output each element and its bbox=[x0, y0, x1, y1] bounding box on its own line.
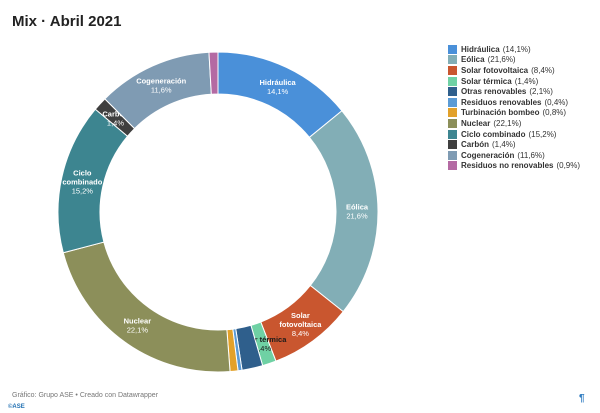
legend-label: Solar fotovoltaica bbox=[461, 65, 529, 75]
legend-label: Solar térmica bbox=[461, 76, 512, 86]
legend-value: (22,1%) bbox=[493, 118, 522, 128]
legend-value: (0,4%) bbox=[544, 97, 569, 107]
legend-label: Hidráulica bbox=[461, 44, 500, 54]
slice-label-eolica: Eólica 21,6% bbox=[346, 203, 369, 221]
legend-label: Turbinación bombeo bbox=[461, 108, 540, 118]
legend-item-residuos-renovables[interactable]: Residuos renovables (0,4%) bbox=[448, 97, 580, 108]
legend-swatch bbox=[448, 108, 457, 118]
legend-item-solar-termica[interactable]: Solar térmica (1,4%) bbox=[448, 76, 580, 87]
legend-value: (1,4%) bbox=[514, 76, 539, 86]
brand-logo-text: ©ASE bbox=[8, 404, 25, 410]
legend-swatch bbox=[448, 150, 457, 160]
legend-label: Eólica bbox=[461, 55, 485, 65]
legend-label: Residuos no renovables bbox=[461, 161, 554, 171]
slice-label-cogeneracion: Cogeneración 11,6% bbox=[136, 77, 186, 95]
legend-value: (1,4%) bbox=[492, 140, 516, 150]
slice-label-ciclo-combinado: Ciclo combinado 15,2% bbox=[62, 169, 102, 196]
legend-item-turbinacion-bombeo[interactable]: Turbinación bombeo (0,8%) bbox=[448, 108, 580, 119]
legend-item-nuclear[interactable]: Nuclear (22,1%) bbox=[448, 118, 580, 129]
legend-label: Residuos renovables bbox=[461, 97, 542, 107]
legend-swatch bbox=[448, 118, 457, 128]
legend-swatch bbox=[448, 76, 457, 86]
slice-label-hidraulica: Hidráulica 14,1% bbox=[259, 78, 296, 96]
slice-nuclear[interactable] bbox=[62, 241, 231, 373]
slice-label-solar-fotovoltaica: Solar fotovoltaica 8,4% bbox=[279, 311, 322, 338]
legend-value: (14,1%) bbox=[502, 44, 531, 54]
legend-value: (15,2%) bbox=[528, 129, 557, 139]
legend-label: Ciclo combinado bbox=[461, 129, 526, 139]
legend-value: (11,6%) bbox=[517, 150, 545, 160]
legend-swatch bbox=[448, 140, 457, 150]
chart-title: Mix · Abril 2021 bbox=[12, 13, 122, 30]
legend-item-hidraulica[interactable]: Hidráulica (14,1%) bbox=[448, 44, 580, 55]
legend-label: Carbón bbox=[461, 140, 489, 150]
legend-label: Otras renovables bbox=[461, 87, 527, 97]
chart-legend: Hidráulica (14,1%) Eólica (21,6%) Solar foto… bbox=[448, 44, 580, 171]
legend-swatch bbox=[448, 97, 457, 107]
legend-swatch bbox=[448, 65, 457, 75]
legend-item-ciclo-combinado[interactable]: Ciclo combinado (15,2%) bbox=[448, 129, 580, 140]
legend-item-solar-fotovoltaica[interactable]: Solar fotovoltaica (8,4%) bbox=[448, 65, 580, 76]
legend-item-residuos-no-renovables[interactable]: Residuos no renovables (0,9%) bbox=[448, 161, 580, 172]
slice-residuos-no-renovables[interactable] bbox=[208, 51, 219, 95]
legend-item-cogeneracion[interactable]: Cogeneración (11,6%) bbox=[448, 150, 580, 161]
legend-value: (8,4%) bbox=[531, 65, 555, 75]
legend-label: Cogeneración bbox=[461, 150, 515, 160]
paragraph-icon[interactable]: ¶ bbox=[579, 393, 585, 404]
slice-label-carbon: Carbón 1,4% bbox=[102, 110, 129, 128]
legend-value: (0,8%) bbox=[542, 108, 567, 118]
legend-swatch bbox=[448, 129, 457, 139]
legend-item-carbon[interactable]: Carbón (1,4%) bbox=[448, 139, 580, 150]
legend-item-otras-renovables[interactable]: Otras renovables (2,1%) bbox=[448, 86, 580, 97]
legend-value: (21,6%) bbox=[487, 55, 516, 65]
slice-label-solar-termica: Solar térmica 1,4% bbox=[239, 335, 287, 353]
legend-label: Nuclear bbox=[461, 118, 491, 128]
legend-swatch bbox=[448, 161, 457, 171]
chart-source-footer: Gráfico: Grupo ASE • Creado con Datawrap… bbox=[12, 392, 159, 399]
legend-swatch bbox=[448, 44, 457, 54]
donut-chart: Hidráulica 14,1% Eólica 21,6% Solar fotovolta… bbox=[57, 51, 379, 373]
legend-swatch bbox=[448, 87, 457, 97]
slice-label-nuclear: Nuclear 22,1% bbox=[124, 317, 152, 335]
legend-value: (2,1%) bbox=[529, 87, 553, 97]
legend-value: (0,9%) bbox=[556, 161, 581, 171]
legend-swatch bbox=[448, 55, 457, 65]
legend-item-eolica[interactable]: Eólica (21,6%) bbox=[448, 55, 580, 66]
